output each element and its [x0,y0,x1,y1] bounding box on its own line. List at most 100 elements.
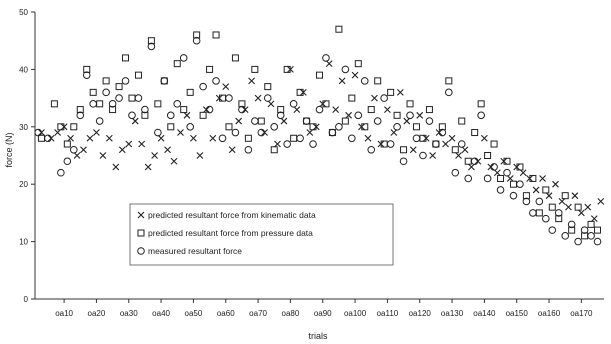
x-marker [545,192,553,200]
x-tick-label: oa140 [473,309,496,318]
circle-marker [561,232,570,240]
legend-label: measured resultant force [148,246,242,256]
circle-marker [386,140,395,148]
square-marker [594,226,602,234]
x-marker [73,152,81,159]
square-marker [76,106,84,114]
square-marker [89,88,97,96]
legend: predicted resultant force from kinematic… [129,203,394,266]
x-axis-ticks: oa10 oa20 oa30 oa40 oa50 oa60 oa70 oa80 oa90 oa10… [55,299,593,318]
square-marker [231,54,239,62]
x-marker [254,94,262,102]
square-marker [529,174,537,182]
square-marker [555,215,563,223]
x-marker [209,134,217,142]
x-tick-label: oa70 [249,309,267,318]
x-marker [86,134,94,142]
x-marker [306,129,314,136]
square-marker [406,100,414,108]
square-marker [322,100,330,108]
circle-marker [419,151,427,160]
x-tick-label: oa90 [314,309,332,318]
x-marker [364,134,372,142]
square-marker [419,134,427,142]
y-tick-label: 20 [19,180,28,189]
square-marker [348,94,356,102]
series-circle [34,36,602,246]
square-marker [206,65,214,73]
circle-marker [257,128,266,137]
square-marker [37,134,45,142]
circle-marker [251,117,259,125]
legend-item: measured resultant force [137,246,242,256]
circle-marker [593,237,602,246]
x-marker [506,175,514,182]
legend-label: predicted resultant force from pressure … [148,228,313,238]
x-marker [105,134,113,142]
x-marker [131,117,139,125]
x-marker [151,152,159,159]
square-marker [238,100,246,108]
x-marker [577,209,585,217]
circle-marker [218,134,227,143]
square-marker [270,146,278,154]
square-marker [212,31,220,39]
square-marker [412,123,420,131]
circle-marker [503,168,511,177]
x-marker [293,106,301,113]
square-marker [490,140,498,148]
x-tick-label: oa50 [185,309,203,318]
circle-marker [425,117,434,125]
square-marker [471,129,479,137]
square-marker [57,123,65,131]
square-marker [290,134,298,142]
circle-marker [134,94,143,102]
square-marker [354,60,362,68]
circle-marker [464,174,473,183]
circle-marker [580,226,589,234]
x-marker [468,163,475,171]
circle-marker [108,100,117,108]
square-marker [367,106,375,114]
x-marker [442,140,449,148]
circle-marker [393,123,401,131]
circle-marker [451,168,460,177]
circle-marker [199,82,207,91]
x-marker [112,163,120,171]
circle-marker [141,105,149,114]
y-tick-label: 30 [19,123,28,132]
square-marker [445,77,453,85]
y-tick-label: 0 [24,295,29,304]
square-marker [122,54,130,62]
square-marker [257,117,265,125]
x-tick-label: oa160 [538,309,561,318]
legend-item: predicted resultant force from kinematic… [137,210,316,220]
circle-marker [302,117,311,125]
circle-marker [399,157,408,166]
square-marker [341,117,349,125]
x-tick-label: oa30 [120,309,138,318]
circle-marker [154,128,162,137]
x-marker [590,215,598,223]
y-axis-label: force (N) [4,132,14,167]
circle-marker [102,88,110,97]
circle-marker [380,94,388,102]
x-tick-label: oa120 [409,309,432,318]
x-marker [228,146,236,154]
circle-marker [509,191,518,200]
square-marker [548,203,556,211]
square-marker [50,100,58,108]
x-marker [493,169,501,177]
x-tick-label: oa170 [570,309,593,318]
circle-marker [212,77,220,85]
circle-marker [483,174,492,183]
square-marker [509,180,517,188]
circle-marker [542,214,550,223]
square-marker [574,203,582,211]
square-marker [387,88,395,96]
x-marker [93,129,100,136]
circle-marker [496,186,505,194]
x-tick-label: oa80 [282,309,300,318]
x-marker [480,134,488,142]
square-marker [141,111,149,119]
